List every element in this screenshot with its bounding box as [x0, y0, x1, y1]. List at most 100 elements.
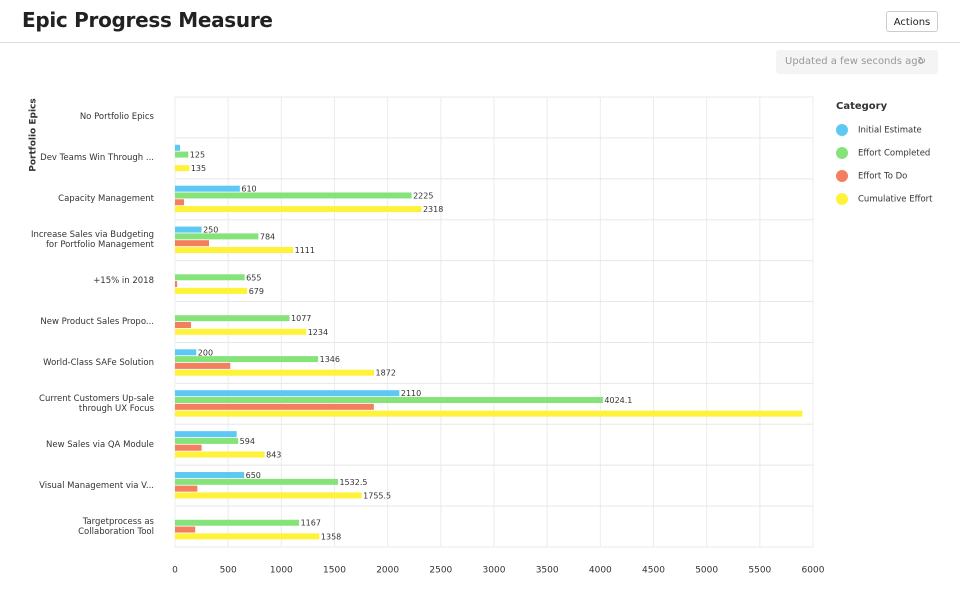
bar — [175, 315, 290, 322]
legend-title: Category — [836, 101, 888, 112]
bar — [175, 192, 412, 199]
updated-text: Updated a few seconds ago — [785, 56, 924, 67]
value-label: 2110 — [401, 389, 421, 398]
bar — [175, 390, 400, 397]
refresh-icon: ↻ — [917, 56, 926, 67]
legend-swatch — [836, 170, 848, 182]
bar — [175, 328, 307, 335]
bar — [175, 287, 248, 294]
updated-status[interactable]: Updated a few seconds ago ↻ — [776, 50, 938, 74]
header-divider — [0, 42, 960, 43]
x-tick-label: 1500 — [323, 566, 346, 576]
value-label: 594 — [240, 437, 255, 446]
bar — [175, 533, 320, 540]
bar — [175, 492, 362, 499]
category-label: +15% in 2018 — [93, 276, 154, 287]
value-label: 125 — [190, 151, 205, 160]
x-tick-label: 2500 — [429, 566, 452, 576]
bar — [175, 206, 422, 213]
bar — [175, 410, 803, 417]
y-axis-label: Portfolio Epics — [29, 98, 39, 171]
bar — [175, 281, 178, 288]
legend-label: Effort To Do — [858, 172, 907, 182]
bar — [175, 233, 259, 240]
bar — [175, 403, 374, 410]
category-label: New Product Sales Propo... — [40, 317, 154, 327]
bar — [175, 369, 375, 376]
value-label: 655 — [246, 273, 261, 282]
category-label: Increase Sales via Budgeting for Portfol… — [30, 230, 154, 251]
page-title: Epic Progress Measure — [22, 8, 273, 32]
category-label: Current Customers Up-sale through UX Foc… — [39, 393, 154, 414]
bar — [175, 444, 202, 451]
bar — [175, 322, 191, 328]
value-label: 1167 — [301, 519, 321, 528]
bar — [175, 151, 189, 158]
legend-swatch — [836, 147, 848, 159]
bar — [175, 274, 245, 281]
legend-label: Initial Estimate — [858, 126, 922, 136]
x-tick-label: 500 — [220, 566, 237, 576]
bar — [175, 431, 237, 438]
bar — [175, 349, 197, 356]
bar — [175, 165, 190, 172]
value-label: 1077 — [291, 314, 311, 323]
category-label: Targetprocess as Collaboration Tool — [78, 516, 154, 537]
x-tick-label: 3000 — [483, 566, 506, 576]
value-label: 1346 — [320, 355, 340, 364]
value-label: 1234 — [308, 328, 328, 337]
bar — [175, 478, 338, 485]
bar — [175, 144, 180, 151]
legend-swatch — [836, 124, 848, 136]
bar — [175, 472, 245, 479]
x-tick-label: 2000 — [376, 566, 399, 576]
bar — [175, 526, 196, 533]
legend-label: Cumulative Effort — [858, 195, 933, 205]
value-label: 2225 — [413, 191, 433, 200]
value-label: 250 — [203, 226, 218, 235]
x-tick-label: 3500 — [536, 566, 559, 576]
bar — [175, 519, 300, 526]
legend-swatch — [836, 193, 848, 205]
x-tick-label: 5000 — [695, 566, 718, 576]
actions-button[interactable]: Actions — [886, 11, 938, 32]
bar — [175, 362, 231, 369]
category-label: New Sales via QA Module — [46, 439, 154, 450]
x-tick-label: 6000 — [802, 566, 825, 576]
bar — [175, 451, 265, 458]
x-tick-label: 0 — [172, 566, 178, 576]
x-tick-label: 5500 — [748, 566, 771, 576]
category-label: No Portfolio Epics — [79, 112, 154, 123]
bar — [175, 199, 185, 206]
bar — [175, 485, 198, 492]
category-label: World-Class SAFe Solution — [43, 357, 154, 368]
x-tick-label: 4000 — [589, 566, 612, 576]
category-label: Visual Management via V... — [39, 480, 154, 491]
bar — [175, 397, 603, 404]
bar — [175, 240, 210, 247]
value-label: 2318 — [423, 205, 443, 214]
bar — [175, 246, 294, 253]
category-label: Capacity Management — [58, 194, 154, 205]
category-label: Dev Teams Win Through ... — [40, 153, 154, 164]
bar — [175, 437, 239, 444]
x-tick-label: 1000 — [270, 566, 293, 576]
value-label: 784 — [260, 232, 275, 241]
value-label: 135 — [191, 164, 206, 173]
value-label: 679 — [249, 287, 264, 296]
value-label: 1358 — [321, 532, 341, 541]
value-label: 1872 — [376, 369, 396, 378]
value-label: 650 — [246, 471, 261, 480]
value-label: 1755.5 — [363, 491, 391, 500]
value-label: 843 — [266, 451, 281, 460]
value-label: 1111 — [295, 246, 315, 255]
value-label: 4024.1 — [604, 396, 632, 405]
value-label: 1532.5 — [339, 478, 367, 487]
x-tick-label: 4500 — [642, 566, 665, 576]
legend-label: Effort Completed — [858, 149, 930, 159]
value-label: 610 — [241, 185, 256, 194]
bar — [175, 185, 240, 192]
bar — [175, 226, 202, 233]
